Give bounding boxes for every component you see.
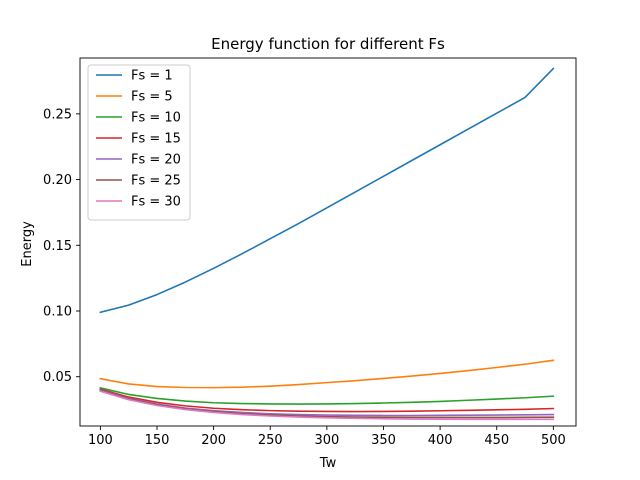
series-line-4 — [99, 388, 555, 413]
y-tick-label: 0.20 — [43, 173, 72, 188]
plot-lines — [99, 67, 555, 421]
x-tick-label: 500 — [541, 433, 566, 448]
series-line-1 — [99, 67, 555, 314]
legend-label: Fs = 15 — [131, 132, 181, 147]
chart-title: Energy function for different Fs — [211, 35, 445, 53]
x-axis-label: Tw — [319, 456, 337, 471]
y-axis-label: Energy — [20, 221, 35, 267]
x-tick-label: 400 — [428, 433, 453, 448]
y-tick-label: 0.05 — [43, 370, 72, 385]
series-line-7 — [99, 390, 555, 421]
x-tick-label: 200 — [201, 433, 226, 448]
legend: Fs = 1 Fs = 5 Fs = 10 Fs = 15 Fs = 20 Fs = 25… — [87, 64, 191, 221]
legend-label: Fs = 25 — [131, 174, 181, 189]
y-tick-label: 0.25 — [43, 107, 72, 122]
legend-box — [87, 64, 191, 221]
legend-label: Fs = 30 — [131, 195, 181, 210]
series-line-3 — [99, 386, 555, 405]
legend-label: Fs = 20 — [131, 153, 181, 168]
x-tick-label: 150 — [145, 433, 170, 448]
legend-label: Fs = 5 — [131, 90, 173, 105]
x-tick-label: 100 — [88, 433, 113, 448]
legend-label: Fs = 10 — [131, 111, 181, 126]
x-tick-label: 300 — [314, 433, 339, 448]
x-tick-label: 250 — [258, 433, 283, 448]
y-tick-label: 0.10 — [43, 305, 72, 320]
axes: 100 150 200 250 300 350 400 450 500 0.05 0.10 0.15 0… — [43, 57, 577, 448]
y-tick-label: 0.15 — [43, 239, 72, 254]
x-tick-label: 350 — [371, 433, 396, 448]
series-line-2 — [99, 359, 555, 389]
plot-frame — [79, 57, 577, 427]
series-line-5 — [99, 388, 555, 417]
legend-label: Fs = 1 — [131, 69, 173, 84]
x-tick-label: 450 — [484, 433, 509, 448]
